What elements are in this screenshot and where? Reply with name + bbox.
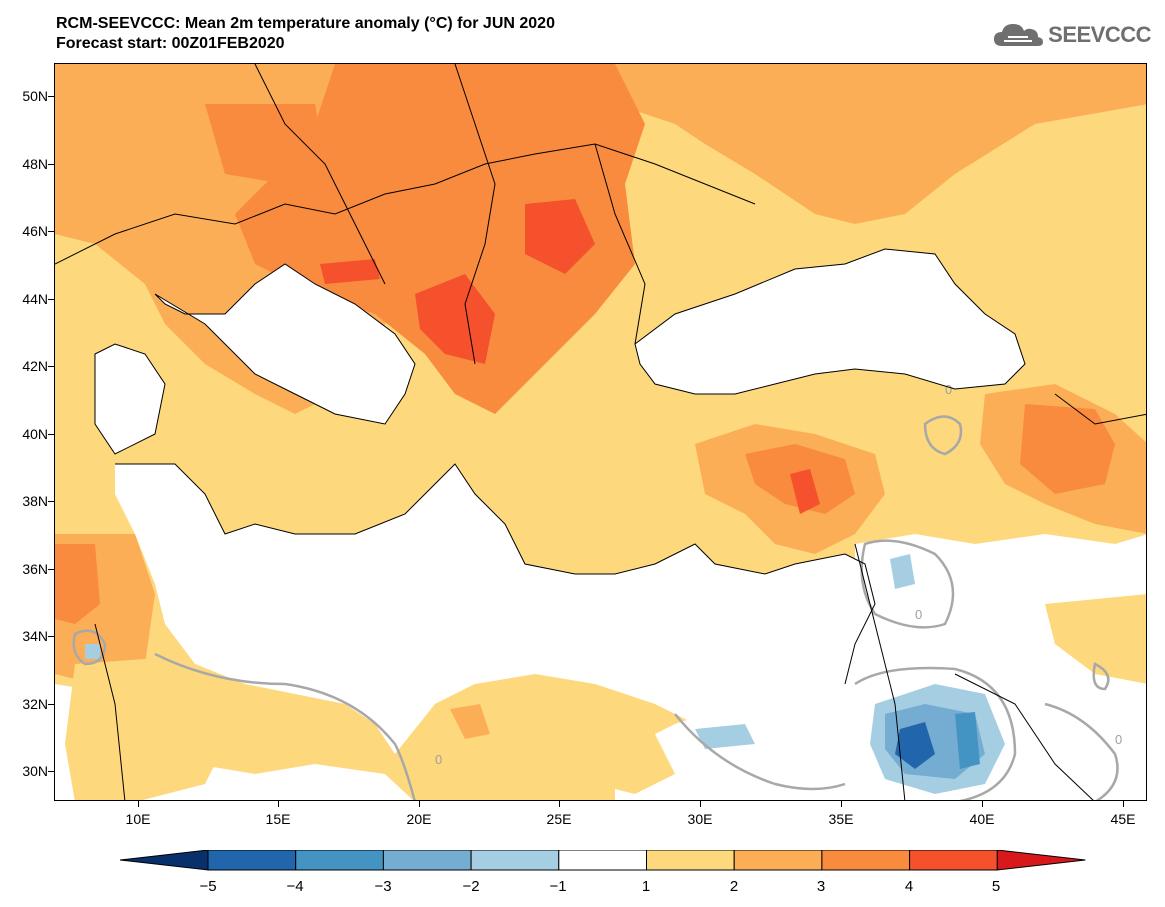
title-line-1: RCM-SEEVCCC: Mean 2m temperature anomaly… xyxy=(56,15,555,32)
anomaly-hotspot-romania xyxy=(525,199,595,274)
anomaly-band-3-4-balkans xyxy=(235,64,645,414)
colorbar-label-1: 1 xyxy=(641,878,651,895)
lon-label-10e: 10E xyxy=(125,811,151,827)
anomaly-band-3-4-caucasus xyxy=(1020,404,1115,494)
anomaly-band-3-4-tunisia xyxy=(55,544,100,624)
colorbar-label-minus5: −5 xyxy=(199,878,217,895)
lat-label-36n: 36N xyxy=(22,561,48,577)
colorbar-label-minus3: −3 xyxy=(374,878,392,895)
coastlines-and-borders xyxy=(55,64,1146,800)
contour-label-3: 0 xyxy=(435,752,442,767)
lon-tick xyxy=(700,801,701,807)
contour-label-2: 0 xyxy=(945,382,952,397)
colorbar-label-minus2: −2 xyxy=(462,878,480,895)
lat-tick xyxy=(48,704,54,705)
anomaly-patch-egypt xyxy=(595,734,675,794)
lat-tick xyxy=(48,299,54,300)
colorbar-segment-1 xyxy=(207,850,297,871)
colorbar-segment-3 xyxy=(382,850,472,871)
lon-label-30e: 30E xyxy=(687,811,713,827)
lon-label-45e: 45E xyxy=(1110,811,1136,827)
lat-tick xyxy=(48,434,54,435)
map-area: 0 0 0 0 xyxy=(54,63,1147,801)
anomaly-patch-2-3-libya xyxy=(450,704,490,739)
anomaly-patch-iraq xyxy=(1045,594,1146,684)
negative-anomaly-jordan-3 xyxy=(895,722,935,769)
lat-label-40n: 40N xyxy=(22,426,48,442)
anomaly-patch-algeria xyxy=(65,659,225,800)
lon-label-40e: 40E xyxy=(969,811,995,827)
lon-label-35e: 35E xyxy=(828,811,854,827)
colorbar-label-minus4: −4 xyxy=(286,878,304,895)
colorbar-label-4: 4 xyxy=(904,878,914,895)
colorbar-segment-below-min xyxy=(119,850,209,871)
lat-tick xyxy=(48,501,54,502)
colorbar-segment-7 xyxy=(733,850,823,871)
anomaly-band-3-4-alps xyxy=(205,104,325,184)
lat-tick xyxy=(48,636,54,637)
black-sea xyxy=(635,249,1025,394)
lon-tick xyxy=(1123,801,1124,807)
lat-label-30n: 30N xyxy=(22,763,48,779)
colorbar-segment-9 xyxy=(909,850,998,871)
contour-label-1: 0 xyxy=(915,607,922,622)
cloud-icon xyxy=(994,24,1044,46)
colorbar-label-2: 2 xyxy=(729,878,739,895)
lon-tick xyxy=(982,801,983,807)
lat-label-44n: 44N xyxy=(22,291,48,307)
lon-label-25e: 25E xyxy=(546,811,572,827)
lon-tick xyxy=(419,801,420,807)
lat-label-38n: 38N xyxy=(22,493,48,509)
colorbar-label-5: 5 xyxy=(991,878,1001,895)
colorbar-segment-2 xyxy=(295,850,384,871)
lon-tick xyxy=(138,801,139,807)
lat-label-42n: 42N xyxy=(22,358,48,374)
lat-label-48n: 48N xyxy=(22,156,48,172)
anomaly-hotspot-croatia xyxy=(320,259,380,284)
lat-label-32n: 32N xyxy=(22,696,48,712)
lat-tick xyxy=(48,569,54,570)
anomaly-hotspot-serbia xyxy=(415,274,495,364)
lon-tick xyxy=(278,801,279,807)
colorbar-label-3: 3 xyxy=(816,878,826,895)
lat-label-34n: 34N xyxy=(22,628,48,644)
contour-label-4: 0 xyxy=(1115,732,1122,747)
title-line-2: Forecast start: 00Z01FEB2020 xyxy=(56,35,285,52)
colorbar-segment-6 xyxy=(646,850,735,871)
negative-anomaly-jordan-4 xyxy=(955,712,980,769)
lat-tick xyxy=(48,164,54,165)
negative-anomaly-syria xyxy=(890,554,915,589)
zero-contours xyxy=(72,415,1119,800)
colorbar-segment-8 xyxy=(821,850,911,871)
lat-tick xyxy=(48,231,54,232)
lat-label-50n: 50N xyxy=(22,88,48,104)
anomaly-map: 0 0 0 0 xyxy=(55,64,1146,800)
negative-anomaly-tunisia xyxy=(85,644,100,659)
mediterranean-sea xyxy=(95,264,875,754)
colorbar-segment-above-max xyxy=(996,850,1086,871)
lat-tick xyxy=(48,96,54,97)
colorbar-label-minus1: −1 xyxy=(549,878,567,895)
colorbar-segment-4 xyxy=(470,850,560,871)
lon-tick xyxy=(559,801,560,807)
lon-tick xyxy=(841,801,842,807)
colorbar-segment-5 xyxy=(558,850,647,871)
logo-text: SEEVCCC xyxy=(1048,22,1151,47)
lon-label-20e: 20E xyxy=(406,811,432,827)
colorbar xyxy=(119,850,1086,871)
negative-anomaly-egypt xyxy=(695,724,755,749)
seevccc-logo: SEEVCCC xyxy=(992,20,1151,50)
lat-tick xyxy=(48,366,54,367)
chart-title: RCM-SEEVCCC: Mean 2m temperature anomaly… xyxy=(56,14,555,54)
lon-label-15e: 15E xyxy=(265,811,291,827)
lat-label-46n: 46N xyxy=(22,223,48,239)
lat-tick xyxy=(48,771,54,772)
anomaly-hotspot-turkey xyxy=(790,469,820,514)
